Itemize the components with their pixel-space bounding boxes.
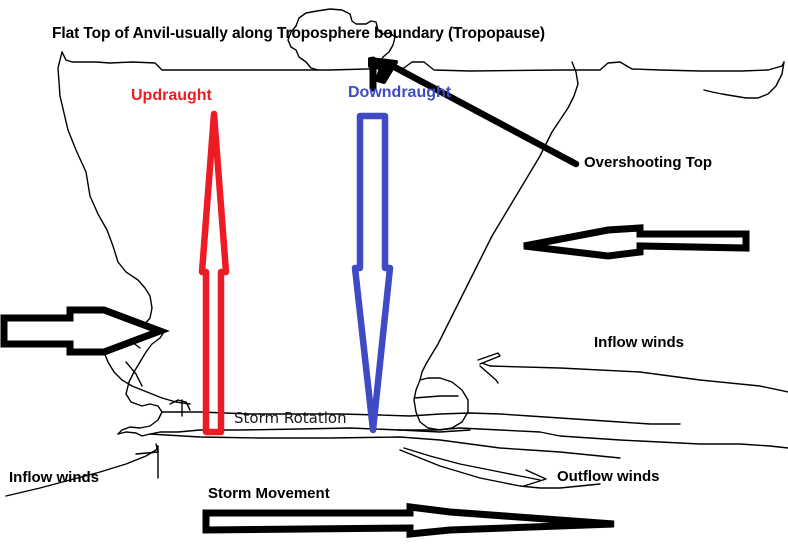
inflow-winds-right-label: Inflow winds (594, 334, 684, 351)
inflow-arrow-right (523, 224, 750, 260)
storm-rotation-line (161, 411, 681, 425)
overshooting-top-label: Overshooting Top (584, 154, 713, 171)
downdraught-arrow (351, 112, 394, 434)
page-title: Flat Top of Anvil-usually along Troposph… (52, 25, 545, 42)
inflow-arrow-left (0, 306, 170, 356)
mesocyclone-top-line (413, 395, 459, 399)
outflow-thin-arrow-shaft (403, 447, 541, 481)
overshooting-pointer-shaft (381, 58, 580, 168)
inflow-thin-arrow-right-head-bot (479, 365, 499, 384)
storm-movement-label: Storm Movement (208, 485, 330, 502)
updraught-label: Updraught (131, 87, 212, 104)
mesocyclone-lobe (413, 377, 469, 431)
storm-rotation-label: Storm Rotation (234, 409, 347, 427)
inflow-thin-arrow-right-head-top (477, 352, 501, 365)
thin-wind-arrows (5, 352, 788, 497)
inflow-thin-arrow-left-shaft (5, 445, 159, 497)
inflow-thin-arrow-right-shaft (481, 362, 788, 393)
storm-base-line-1 (397, 427, 788, 449)
storm-base-line-2 (149, 433, 621, 459)
outflow-thin-arrow-head (523, 469, 547, 487)
cloud-base-left (117, 427, 471, 437)
cloud-right-sloped-edge (419, 61, 579, 381)
cloud-notch-b (103, 351, 191, 405)
inflow-winds-left-label: Inflow winds (9, 469, 99, 486)
outflow-shelf-curve (399, 449, 601, 489)
inflow-thin-arrow-left-head (135, 443, 159, 455)
overshooting-top-dome-left (287, 25, 319, 71)
cloud-notch-c (125, 361, 143, 387)
cloud-left-edge (57, 51, 165, 435)
overshooting-top-pointer (368, 56, 580, 168)
anvil-right-tip (703, 61, 785, 99)
outflow-winds-label: Outflow winds (557, 468, 660, 485)
updraught-arrow (198, 110, 230, 436)
overshooting-top-dome (295, 8, 396, 70)
anvil-flat-top (61, 51, 785, 72)
storm-movement-arrow (202, 503, 615, 538)
downdraught-label: Downdraught (348, 84, 452, 101)
